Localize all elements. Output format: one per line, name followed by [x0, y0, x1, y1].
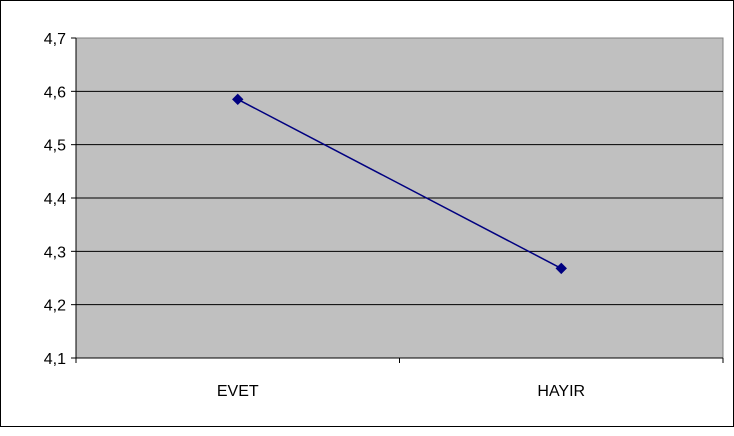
data-point-marker — [555, 262, 567, 275]
y-tick-labels: 4,1 4,2 4,3 4,4 4,5 4,6 4,7 — [44, 31, 66, 368]
y-tick-label: 4,4 — [44, 191, 66, 208]
y-tick-label: 4,5 — [44, 138, 66, 155]
x-tick-label: HAYIR — [537, 383, 585, 400]
series-line — [237, 98, 562, 270]
y-tick-label: 4,6 — [44, 84, 66, 101]
series-layer — [232, 93, 567, 275]
y-tick-label: 4,2 — [44, 298, 66, 315]
x-tick-labels: EVET HAYIR — [217, 383, 585, 400]
data-point-marker — [232, 93, 244, 106]
y-tick-label: 4,1 — [44, 351, 66, 368]
gridlines — [76, 90, 723, 306]
y-tick-label: 4,3 — [44, 244, 66, 261]
x-tick-label: EVET — [217, 383, 259, 400]
axes — [71, 37, 724, 363]
y-tick-label: 4,7 — [44, 31, 66, 48]
